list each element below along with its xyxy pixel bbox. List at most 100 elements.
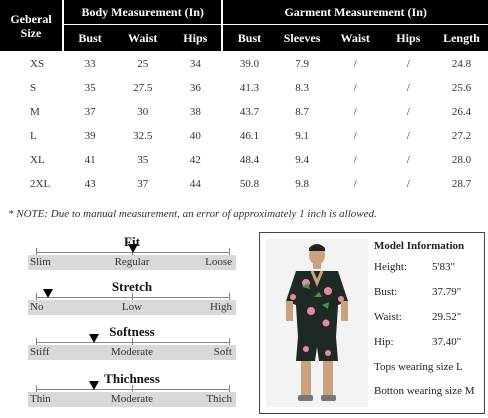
measurement-cell: /: [328, 51, 382, 76]
scale-marker-icon: [89, 381, 100, 390]
scale-bar: [28, 300, 236, 315]
table-row: S 35 27.5 36 41.3 8.3//25.6: [0, 75, 488, 100]
measurement-cell: 50.8: [222, 171, 276, 195]
scale-tick: [132, 293, 133, 301]
scale-fit: Fit Slim Regular Loose: [28, 234, 236, 274]
scale-mid-label: Moderate: [110, 346, 154, 358]
measurement-cell: 28.0: [434, 147, 488, 172]
scale-softness: Softness Stiff Moderate Soft: [28, 324, 236, 364]
size-header-line-2: Size: [20, 25, 42, 40]
model-photo: [266, 239, 368, 407]
model-hip-row: Hip: 37.40": [374, 330, 482, 355]
scale-tick: [36, 293, 37, 301]
model-tops-size: Tops wearing size L: [374, 361, 463, 373]
size-cell: S: [0, 75, 64, 100]
scale-bar: [28, 392, 236, 407]
scale-left-label: Stiff: [30, 346, 50, 358]
scale-tick: [36, 248, 37, 256]
scale-left-label: Slim: [30, 256, 51, 268]
measurement-cell: 33: [63, 51, 117, 76]
scale-tick: [132, 385, 133, 393]
scale-tick: [229, 385, 230, 393]
measurement-note: * NOTE: Due to manual measurement, an er…: [8, 208, 377, 220]
model-waist-label: Waist:: [374, 311, 402, 323]
scale-line: [36, 297, 230, 298]
table-row: 2XL 43 37 44 50.8 9.8//28.7: [0, 171, 488, 195]
measurement-cell: /: [328, 123, 382, 148]
garment-measurement-header: Garment Measurement (In): [222, 0, 488, 25]
scale-tick: [229, 248, 230, 256]
scale-thichness: Thichness Thin Moderate Thich: [28, 371, 236, 411]
measurement-cell: 27.2: [434, 123, 488, 148]
measurement-cell: 40: [169, 123, 224, 148]
measurement-cell: 42: [169, 147, 224, 172]
col-body-bust: Bust: [63, 24, 117, 52]
model-height-value: 5'83": [432, 261, 455, 273]
size-cell: XS: [0, 51, 64, 76]
measurement-cell: 9.4: [275, 147, 329, 172]
measurement-cell: /: [381, 171, 435, 195]
scale-line: [36, 342, 230, 343]
scale-tick: [132, 338, 133, 346]
model-bottom-size: Botton wearing size M: [374, 385, 475, 397]
size-cell: M: [0, 99, 64, 124]
measurement-cell: /: [381, 147, 435, 172]
measurement-cell: 39: [63, 123, 117, 148]
measurement-cell: 37: [63, 99, 117, 124]
size-cell: L: [0, 123, 64, 148]
measurement-cell: 27.5: [116, 75, 170, 100]
scale-tick: [36, 385, 37, 393]
measurement-cell: 24.8: [434, 51, 488, 76]
scale-mid-label: Regular: [114, 256, 150, 268]
measurement-cell: 25.6: [434, 75, 488, 100]
scale-marker-icon: [128, 244, 138, 253]
measurement-cell: 7.9: [275, 51, 329, 76]
model-info-box: Model Information Height: 5'83" Bust: 37…: [259, 232, 485, 414]
model-info-title: Model Information: [374, 240, 465, 252]
scale-left-label: No: [30, 301, 44, 313]
scale-tick: [36, 338, 37, 346]
measurement-cell: 35: [63, 75, 117, 100]
model-hip-label: Hip:: [374, 336, 394, 348]
measurement-cell: 8.7: [275, 99, 329, 124]
scale-stretch: Stretch No Low High: [28, 279, 236, 319]
measurement-cell: 41.3: [222, 75, 276, 100]
measurement-cell: 43: [63, 171, 117, 195]
scale-title: Stretch: [111, 279, 153, 294]
scale-bar: [28, 255, 236, 270]
col-garment-length: Length: [434, 24, 488, 52]
measurement-cell: /: [381, 123, 435, 148]
measurement-cell: 25: [116, 51, 170, 76]
col-body-hips: Hips: [169, 24, 224, 52]
measurement-cell: 43.7: [222, 99, 276, 124]
col-garment-waist: Waist: [328, 24, 382, 52]
size-column-header: Geberal Size: [0, 0, 64, 52]
measurement-cell: /: [328, 75, 382, 100]
measurement-cell: /: [328, 171, 382, 195]
col-body-waist: Waist: [116, 24, 170, 52]
scale-title: Thichness: [104, 371, 160, 386]
model-bust-value: 37.79": [432, 286, 462, 298]
measurement-cell: /: [328, 147, 382, 172]
table-row: XL 41 35 42 48.4 9.4//28.0: [0, 147, 488, 172]
body-measurement-header: Body Measurement (In): [63, 0, 224, 25]
size-chart-table: Geberal Size Body Measurement (In) Garme…: [0, 0, 488, 195]
measurement-cell: 30: [116, 99, 170, 124]
measurement-cell: 48.4: [222, 147, 276, 172]
scale-mid-label: Low: [121, 301, 143, 313]
col-garment-hips: Hips: [381, 24, 435, 52]
measurement-cell: 41: [63, 147, 117, 172]
table-row: XS 33 25 34 39.0 7.9//24.8: [0, 51, 488, 76]
measurement-cell: 36: [169, 75, 224, 100]
model-waist-row: Waist: 29.52": [374, 305, 482, 330]
model-height-label: Height:: [374, 261, 407, 273]
model-hip-value: 37.40": [432, 336, 462, 348]
table-row: L 39 32.5 40 46.1 9.1//27.2: [0, 123, 488, 148]
size-header-line-1: Geberal: [10, 11, 52, 26]
size-cell: XL: [0, 147, 64, 172]
measurement-cell: 32.5: [116, 123, 170, 148]
col-garment-sleeves: Sleeves: [275, 24, 329, 52]
measurement-cell: /: [381, 99, 435, 124]
scale-bar: [28, 345, 236, 360]
measurement-cell: 37: [116, 171, 170, 195]
